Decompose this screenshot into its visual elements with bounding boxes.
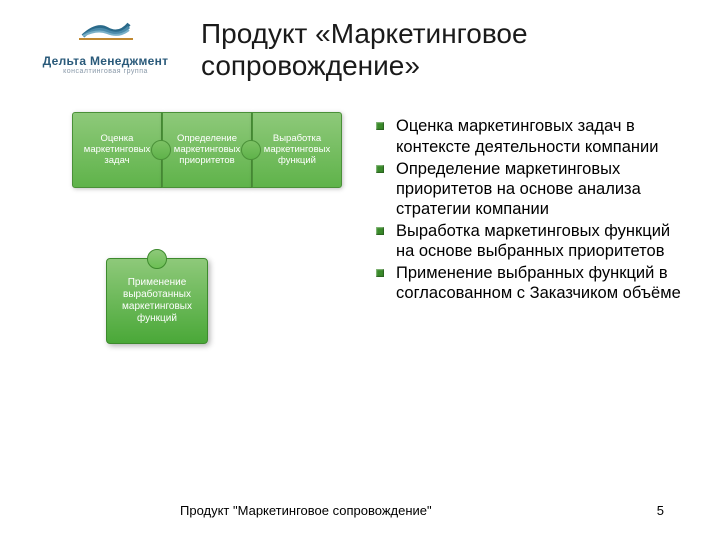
header: Дельта Менеджмент консалтинговая группа … xyxy=(28,18,692,82)
slide: Дельта Менеджмент консалтинговая группа … xyxy=(0,0,720,540)
puzzle-label: Оценка маркетинговых задач xyxy=(77,134,157,167)
puzzle-piece-solo: Применение выработанных маркетинговых фу… xyxy=(106,258,208,344)
page-title: Продукт «Маркетинговое сопровождение» xyxy=(201,18,692,82)
bullet-list: Оценка маркетинговых задач в контексте д… xyxy=(376,116,692,303)
puzzle-piece-2: Определение маркетинговых приоритетов xyxy=(162,112,252,188)
page-number: 5 xyxy=(657,503,664,518)
puzzle-label: Применение выработанных маркетинговых фу… xyxy=(113,277,201,325)
puzzle-row: Оценка маркетинговых задач Определение м… xyxy=(72,112,352,188)
puzzle-label: Определение маркетинговых приоритетов xyxy=(167,134,247,167)
list-item: Определение маркетинговых приоритетов на… xyxy=(376,159,692,219)
logo-company: Дельта Менеджмент xyxy=(43,54,169,68)
footer-text: Продукт "Маркетинговое сопровождение" xyxy=(180,503,432,518)
list-item: Выработка маркетинговых функций на основ… xyxy=(376,221,692,261)
puzzle-piece-3: Выработка маркетинговых функций xyxy=(252,112,342,188)
content: Оценка маркетинговых задач Определение м… xyxy=(28,112,692,344)
logo-tagline: консалтинговая группа xyxy=(63,68,148,75)
puzzle-piece-1: Оценка маркетинговых задач xyxy=(72,112,162,188)
footer: Продукт "Маркетинговое сопровождение" 5 xyxy=(0,503,720,518)
puzzle-label: Выработка маркетинговых функций xyxy=(257,134,337,167)
puzzle-column: Оценка маркетинговых задач Определение м… xyxy=(72,112,352,344)
bullet-column: Оценка маркетинговых задач в контексте д… xyxy=(376,112,692,344)
list-item: Оценка маркетинговых задач в контексте д… xyxy=(376,116,692,156)
list-item: Применение выбранных функций в согласова… xyxy=(376,263,692,303)
logo-icon xyxy=(71,18,141,50)
logo-block: Дельта Менеджмент консалтинговая группа xyxy=(28,18,183,75)
